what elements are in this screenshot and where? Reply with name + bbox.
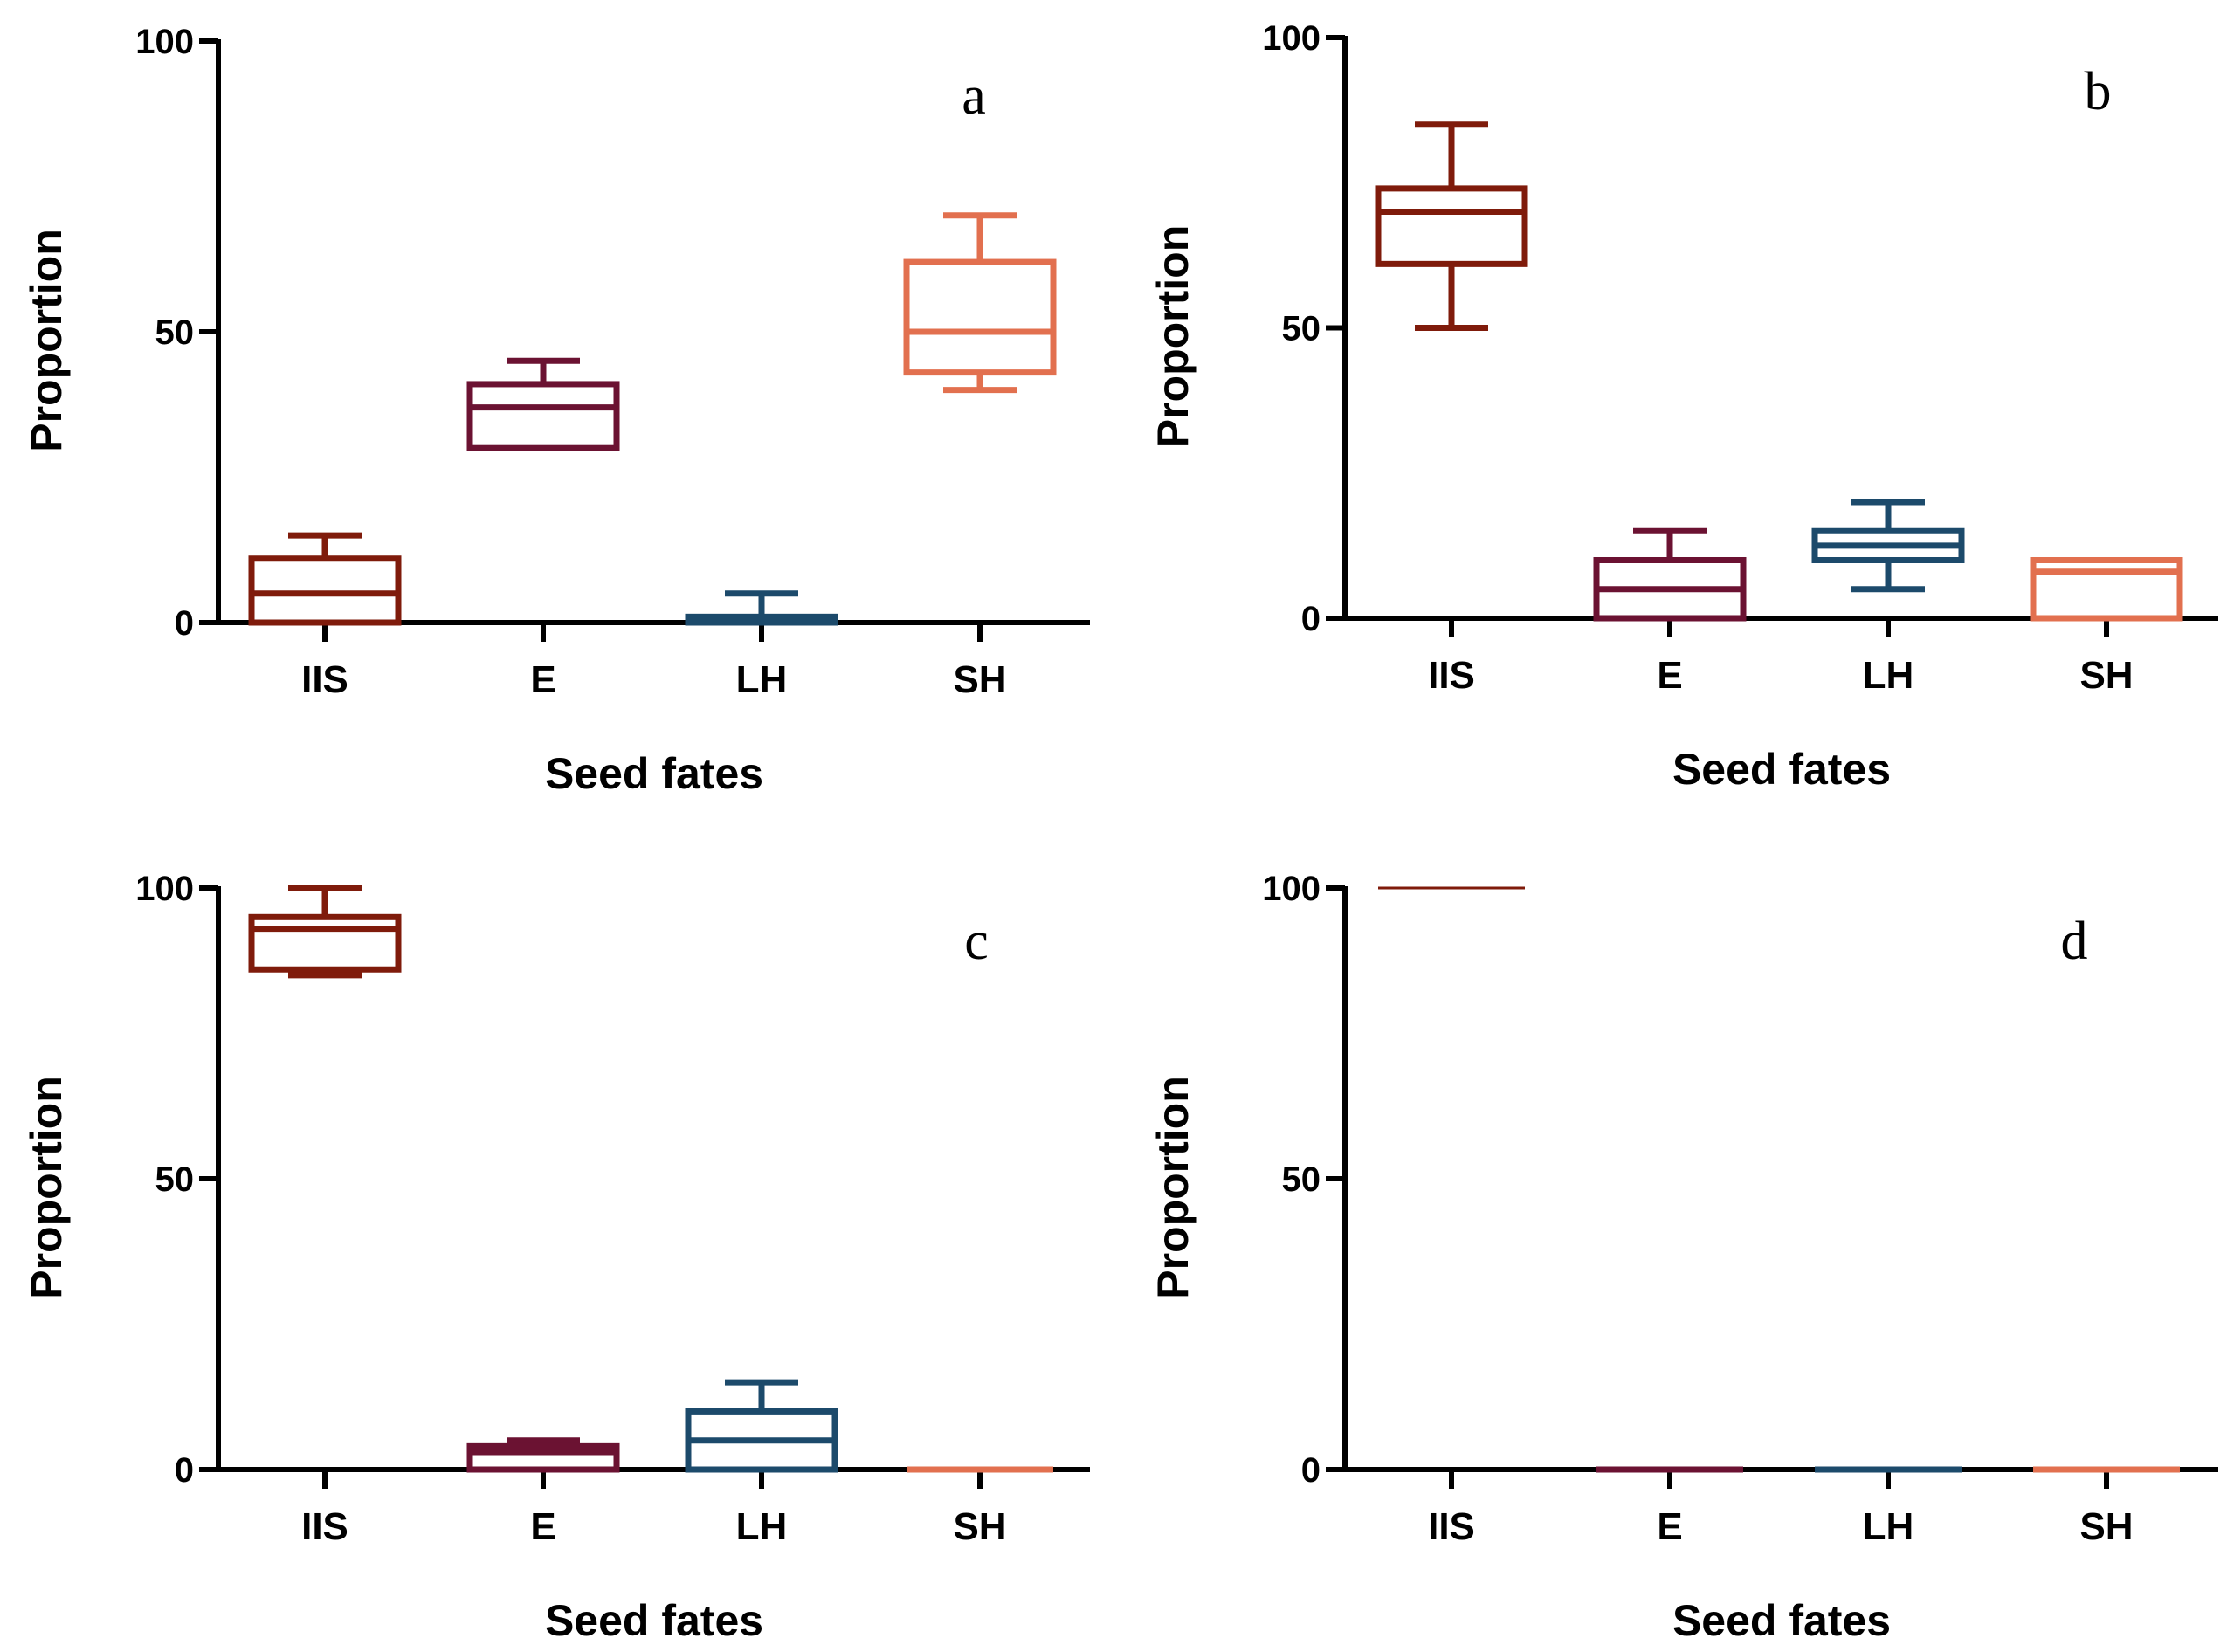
x-tick-label: LH bbox=[1863, 1505, 1914, 1548]
y-tick-label: 0 bbox=[1301, 600, 1320, 638]
iqr-box bbox=[248, 913, 402, 973]
box-e bbox=[1593, 527, 1747, 622]
x-tick-label: SH bbox=[953, 658, 1006, 701]
y-tick-label: 0 bbox=[175, 1451, 194, 1490]
x-tick-label: LH bbox=[736, 1505, 788, 1548]
box-sh bbox=[2030, 557, 2183, 622]
box-iis bbox=[1375, 121, 1528, 331]
y-tick-label: 0 bbox=[1301, 1451, 1320, 1490]
y-axis-title: Proportion bbox=[1148, 1076, 1197, 1299]
box-lh bbox=[685, 1379, 838, 1473]
y-tick-label: 100 bbox=[1262, 870, 1320, 908]
y-tick-label: 50 bbox=[155, 313, 195, 352]
panel-b: 0 50 100 IIS E LH SH Seed fates Proportion b bbox=[1148, 19, 2218, 794]
box-iis bbox=[248, 532, 402, 626]
box-sh bbox=[903, 212, 1057, 394]
x-axis-title: Seed fates bbox=[545, 1596, 763, 1645]
panel-label: d bbox=[2061, 912, 2088, 971]
x-tick-label: SH bbox=[2079, 654, 2133, 697]
box-iis bbox=[248, 885, 402, 979]
y-axis-title: Proportion bbox=[1148, 225, 1197, 449]
x-tick-label: E bbox=[530, 1505, 555, 1548]
iqr-box bbox=[903, 258, 1057, 376]
iqr-box bbox=[466, 381, 620, 451]
x-tick-label: E bbox=[1657, 654, 1682, 697]
x-tick-label: SH bbox=[953, 1505, 1006, 1548]
box-e bbox=[466, 1437, 620, 1473]
panel-d: 0 50 100 IIS E LH SH Seed fates Proportion d bbox=[1148, 870, 2218, 1645]
panel-c: 0 50 100 IIS E LH SH Seed fates Proportion c bbox=[22, 870, 1090, 1645]
y-axis-title: Proportion bbox=[22, 1076, 71, 1299]
panel-a: 0 50 100 IIS E LH SH Seed fates Proportion a bbox=[22, 23, 1090, 798]
panel-label: b bbox=[2085, 62, 2112, 121]
y-tick-label: 50 bbox=[1282, 310, 1321, 348]
y-tick-label: 0 bbox=[175, 604, 194, 643]
panel-label: c bbox=[964, 912, 989, 971]
box-e bbox=[466, 357, 620, 451]
x-tick-label: IIS bbox=[1428, 654, 1475, 697]
y-tick-label: 100 bbox=[135, 23, 194, 61]
x-tick-label: IIS bbox=[1428, 1505, 1475, 1548]
x-tick-label: LH bbox=[1863, 654, 1914, 697]
iqr-box bbox=[466, 1442, 620, 1473]
panel-label: a bbox=[962, 66, 986, 126]
y-tick-label: 100 bbox=[1262, 19, 1320, 58]
box-lh bbox=[685, 590, 838, 626]
x-tick-label: IIS bbox=[301, 1505, 348, 1548]
iqr-box bbox=[1375, 185, 1528, 267]
x-axis-title: Seed fates bbox=[1672, 1596, 1891, 1645]
iqr-box bbox=[2030, 557, 2183, 622]
x-tick-label: E bbox=[530, 658, 555, 701]
x-tick-label: E bbox=[1657, 1505, 1682, 1548]
y-tick-label: 50 bbox=[1282, 1160, 1321, 1199]
x-tick-label: LH bbox=[736, 658, 788, 701]
x-tick-label: IIS bbox=[301, 658, 348, 701]
y-tick-label: 50 bbox=[155, 1160, 195, 1199]
box-lh bbox=[1811, 499, 1965, 593]
y-tick-label: 100 bbox=[135, 870, 194, 908]
x-axis-title: Seed fates bbox=[1672, 745, 1891, 794]
x-tick-label: SH bbox=[2079, 1505, 2133, 1548]
x-axis-title: Seed fates bbox=[545, 749, 763, 798]
y-axis-title: Proportion bbox=[22, 229, 71, 452]
